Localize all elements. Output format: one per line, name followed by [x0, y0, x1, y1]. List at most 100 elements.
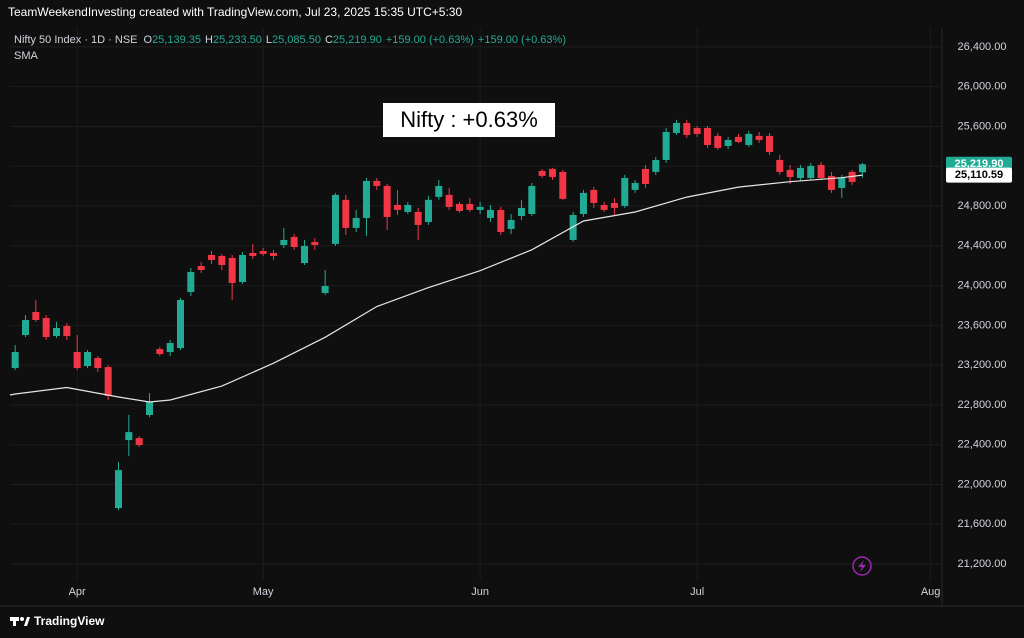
candle-body [528, 185, 536, 214]
price-badge-label: 25,219.90 [955, 158, 1004, 170]
candle-body [300, 245, 308, 264]
field-key: C [325, 34, 333, 46]
x-tick-label: Apr [69, 586, 86, 598]
sma-legend: SMA [14, 50, 39, 62]
candle-body [827, 175, 835, 190]
field-value: 25,085.50 [272, 34, 321, 46]
candle-body [466, 203, 474, 210]
caption: TeamWeekendInvesting created with Tradin… [8, 5, 462, 19]
candle-body [693, 127, 701, 134]
candle-body [486, 209, 494, 218]
candle-body [73, 352, 81, 369]
candle-body [631, 182, 639, 190]
candle-body [331, 194, 339, 244]
symbol: Nifty 50 Index · 1D · NSE [14, 34, 138, 46]
candle-body [703, 127, 711, 145]
price-badge-label: 25,110.59 [955, 169, 1003, 181]
candle-body [104, 367, 112, 396]
candle-body [765, 135, 773, 152]
alert-icon[interactable] [852, 556, 872, 576]
candle-body [94, 358, 102, 369]
candle-body [579, 192, 587, 214]
candle-body [125, 432, 133, 441]
candle-body [662, 131, 670, 160]
y-tick-label: 23,600.00 [958, 319, 1007, 331]
candle-body [755, 135, 763, 140]
candle-body [414, 211, 422, 225]
candle-body [538, 170, 546, 176]
candle-body [817, 164, 825, 178]
candle-body [383, 185, 391, 217]
candle-body [796, 167, 804, 178]
field-key: L [266, 34, 272, 46]
candle-body [269, 252, 277, 256]
field-value: 25,219.90 [333, 34, 382, 46]
candle-body [249, 252, 257, 256]
candle-body [135, 438, 143, 446]
candle-body [786, 169, 794, 177]
y-tick-label: 22,400.00 [958, 439, 1007, 451]
candle-body [21, 320, 29, 336]
x-tick-label: Jun [471, 586, 489, 598]
candle-body [776, 159, 784, 172]
price-badge [946, 167, 1012, 183]
y-tick-label: 26,000.00 [958, 81, 1007, 93]
plot [9, 119, 866, 511]
y-tick-label: 23,200.00 [958, 359, 1007, 371]
x-tick-label: May [253, 586, 274, 598]
candle-body [714, 135, 722, 148]
candle-body [548, 168, 556, 177]
field-value: 25,139.35 [152, 34, 201, 46]
candle-body [435, 185, 443, 197]
candle-body [280, 239, 288, 246]
candle-body [683, 122, 691, 135]
annotation-box [383, 103, 555, 137]
candle-body [600, 204, 608, 210]
candle-body [393, 204, 401, 210]
candle-body [290, 236, 298, 248]
y-tick-label: 24,400.00 [958, 240, 1007, 252]
candle-body [734, 136, 742, 142]
candle-body [724, 139, 732, 146]
candle-body [259, 250, 267, 254]
candle-body [311, 241, 319, 246]
annotation: Nifty : +0.63% [400, 107, 538, 132]
candle-body [52, 328, 60, 337]
candle-body [166, 342, 174, 353]
candle-body [176, 300, 184, 349]
field-key: H [205, 34, 213, 46]
candle-body [455, 203, 463, 211]
candle-body [569, 214, 577, 240]
legend: Nifty 50 Index · 1D · NSE O25,139.35 H25,2… [14, 34, 566, 46]
candle-body [145, 402, 153, 415]
candle-body [507, 219, 515, 229]
candle-body [218, 255, 226, 266]
candle-body [497, 209, 505, 232]
candle-body [362, 180, 370, 218]
y-tick-label: 21,200.00 [958, 558, 1007, 570]
candle-body [838, 177, 846, 188]
candle-body [373, 180, 381, 186]
candle-body [11, 352, 19, 369]
candle-body [424, 199, 432, 222]
y-tick-label: 24,000.00 [958, 280, 1007, 292]
change: +159.00 (+0.63%) [386, 34, 474, 46]
candle-body [156, 349, 164, 355]
candle-body [42, 318, 50, 338]
candle-body [807, 165, 815, 178]
candle-body [476, 206, 484, 210]
x-tick-label: Jul [690, 586, 704, 598]
candle-body [404, 204, 412, 212]
candle-body [321, 285, 329, 293]
candle-body [652, 159, 660, 172]
brand: TradingView [34, 614, 105, 628]
field-value: 25,233.50 [213, 34, 262, 46]
candle-body [228, 257, 236, 284]
candle-body [32, 311, 40, 321]
y-tick-label: 22,000.00 [958, 478, 1007, 490]
y-tick-label: 25,600.00 [958, 120, 1007, 132]
alert-bolt [858, 560, 866, 572]
